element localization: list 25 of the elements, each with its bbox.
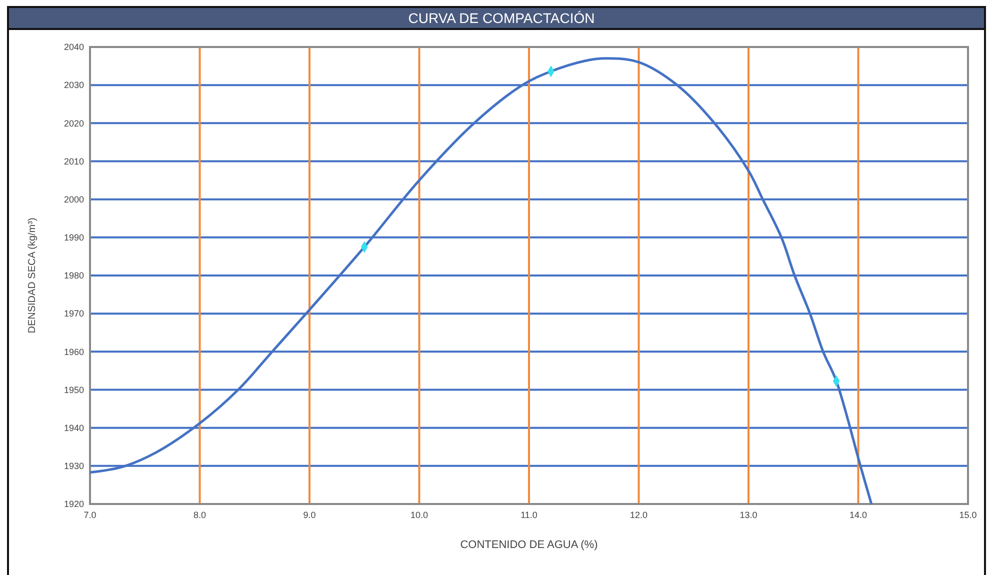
x-tick-label: 10.0	[410, 510, 428, 520]
y-tick-label: 1960	[64, 346, 84, 357]
y-tick-label: 1980	[64, 270, 84, 281]
y-tick-label: 1990	[64, 232, 84, 243]
y-tick-label: 1950	[64, 384, 84, 395]
x-tick-label: 8.0	[193, 510, 206, 520]
x-tick-label: 14.0	[849, 510, 868, 520]
y-tick-label: 2040	[64, 42, 84, 52]
x-tick-label: 9.0	[303, 510, 316, 520]
y-tick-label: 1930	[64, 461, 84, 472]
y-tick-label: 1920	[64, 499, 84, 510]
x-tick-label: 11.0	[520, 510, 538, 520]
x-tick-label: 7.0	[84, 510, 96, 520]
x-axis-title: CONTENIDO DE AGUA (%)	[460, 539, 598, 551]
x-tick-label: 12.0	[630, 510, 648, 520]
chart-title: CURVA DE COMPACTACIÓN	[408, 10, 595, 26]
y-tick-label: 1970	[64, 308, 84, 319]
x-tick-label: 15.0	[959, 510, 977, 520]
y-tick-label: 2010	[64, 156, 84, 166]
y-tick-label: 2000	[64, 194, 84, 204]
y-tick-label: 2030	[64, 80, 84, 90]
y-tick-label: 2020	[64, 118, 84, 128]
x-tick-label: 13.0	[740, 510, 758, 520]
y-tick-label: 1940	[64, 422, 84, 433]
y-axis-title: DENSIDAD SECA (kg/m³)	[27, 218, 38, 334]
